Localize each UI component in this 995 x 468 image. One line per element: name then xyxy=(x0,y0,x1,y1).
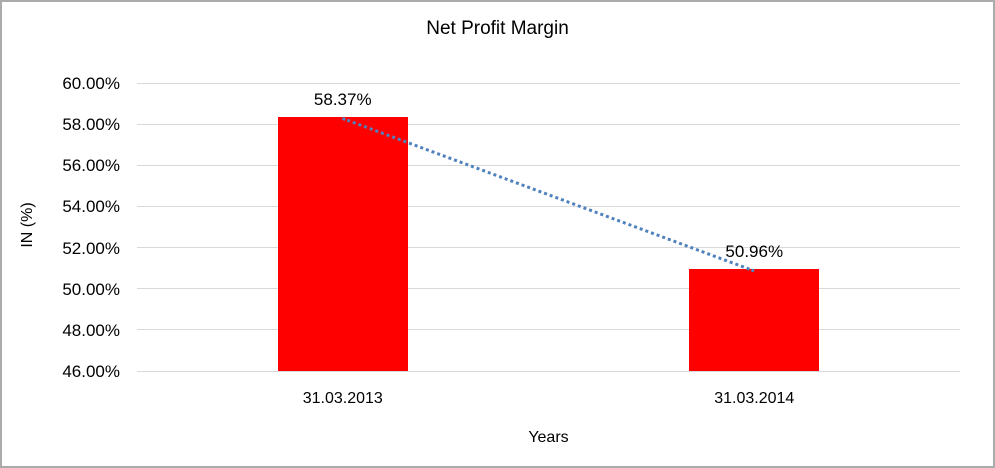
y-axis-tick-label: 58.00% xyxy=(62,115,120,135)
y-axis-tick-label: 48.00% xyxy=(62,320,120,340)
gridline xyxy=(137,247,960,249)
bar-31.03.2014 xyxy=(689,268,820,371)
y-axis-tick-label: 52.00% xyxy=(62,238,120,258)
x-axis-tick-label: 31.03.2013 xyxy=(302,390,383,407)
bar-31.03.2013 xyxy=(277,116,408,371)
bar-data-label: 58.37% xyxy=(313,89,372,109)
gridline xyxy=(137,288,960,290)
gridline xyxy=(137,123,960,125)
gridline xyxy=(137,82,960,84)
gridline xyxy=(137,329,960,331)
y-axis-tick-label: 54.00% xyxy=(62,197,120,217)
y-axis-tick-label: 60.00% xyxy=(62,74,120,93)
gridline xyxy=(137,370,960,372)
gridline xyxy=(137,164,960,166)
chart-title: Net Profit Margin xyxy=(426,18,569,39)
gridline xyxy=(137,205,960,207)
y-axis-tick-label: 56.00% xyxy=(62,156,120,176)
x-axis-title: Years xyxy=(528,429,569,446)
bar-data-label: 50.96% xyxy=(725,241,784,261)
y-axis-tick-label: 50.00% xyxy=(62,279,120,299)
x-axis-tick-label: 31.03.2014 xyxy=(714,390,795,407)
y-axis-tick-label: 46.00% xyxy=(62,362,120,381)
